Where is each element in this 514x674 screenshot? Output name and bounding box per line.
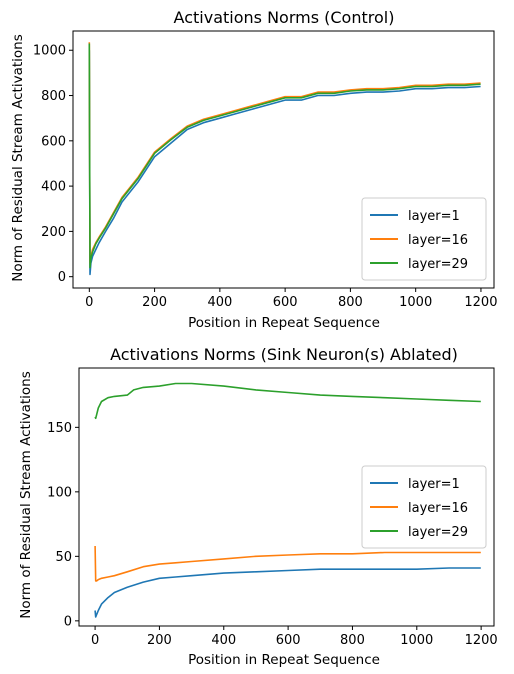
x-tick-label: 1000 (400, 633, 433, 648)
y-tick-label: 600 (41, 134, 66, 149)
y-tick-label: 0 (64, 614, 72, 629)
x-tick-label: 200 (147, 633, 172, 648)
y-tick-label: 400 (41, 180, 66, 195)
series-line (88, 43, 481, 269)
chart-title: Activations Norms (Control) (174, 8, 395, 27)
legend-box (361, 197, 487, 281)
chart-ablated: Activations Norms (Sink Neuron(s) Ablate… (18, 345, 498, 668)
legend: layer=1 layer=16 layer=29 (361, 197, 487, 281)
x-tick-label: 0 (85, 295, 93, 310)
y-axis-label: Norm of Residual Stream Activations (18, 371, 34, 618)
legend-label: layer=16 (408, 233, 468, 248)
x-tick-label: 1200 (465, 633, 498, 648)
x-tick-label: 1200 (464, 295, 497, 310)
x-tick-label: 400 (207, 295, 232, 310)
y-tick-label: 100 (47, 485, 72, 500)
y-tick-label: 50 (55, 550, 72, 565)
plot-area (94, 382, 481, 618)
x-tick-label: 0 (91, 633, 99, 648)
y-tick-label: 150 (47, 421, 72, 436)
legend-box (361, 465, 487, 549)
series-line (94, 382, 481, 420)
legend-label: layer=1 (408, 477, 460, 492)
x-tick-label: 200 (142, 295, 167, 310)
x-tick-label: 400 (211, 633, 236, 648)
axes-frame (78, 367, 495, 627)
y-tick-label: 0 (58, 270, 66, 285)
y-tick-label: 800 (41, 89, 66, 104)
plot-area (88, 42, 481, 276)
x-tick-label: 1000 (399, 295, 432, 310)
series-line (94, 567, 481, 618)
x-tick-label: 800 (338, 295, 363, 310)
x-axis-label: Position in Repeat Sequence (188, 652, 380, 668)
legend-label: layer=29 (408, 525, 468, 540)
legend-label: layer=29 (408, 257, 468, 272)
chart-title: Activations Norms (Sink Neuron(s) Ablate… (110, 345, 458, 364)
x-tick-label: 800 (340, 633, 365, 648)
tick-layer: 0 200 400 600 800 1000 1200 0 50 100 150 (47, 421, 498, 648)
tick-layer: 0 200 400 600 800 1000 1200 0 200 400 600 800 1000 (33, 44, 498, 310)
y-tick-label: 1000 (33, 44, 66, 59)
chart-control: Activations Norms (Control) 0 200 400 600 80… (10, 8, 497, 331)
x-tick-label: 600 (273, 295, 298, 310)
y-tick-label: 200 (41, 225, 66, 240)
legend-label: layer=1 (408, 209, 460, 224)
series-line (94, 545, 481, 582)
x-axis-label: Position in Repeat Sequence (188, 315, 380, 331)
axes-frame (72, 30, 495, 289)
legend-label: layer=16 (408, 501, 468, 516)
y-axis-label: Norm of Residual Stream Activations (10, 34, 26, 281)
x-tick-label: 600 (276, 633, 301, 648)
series-line (88, 50, 481, 276)
legend: layer=1 layer=16 layer=29 (361, 465, 487, 549)
